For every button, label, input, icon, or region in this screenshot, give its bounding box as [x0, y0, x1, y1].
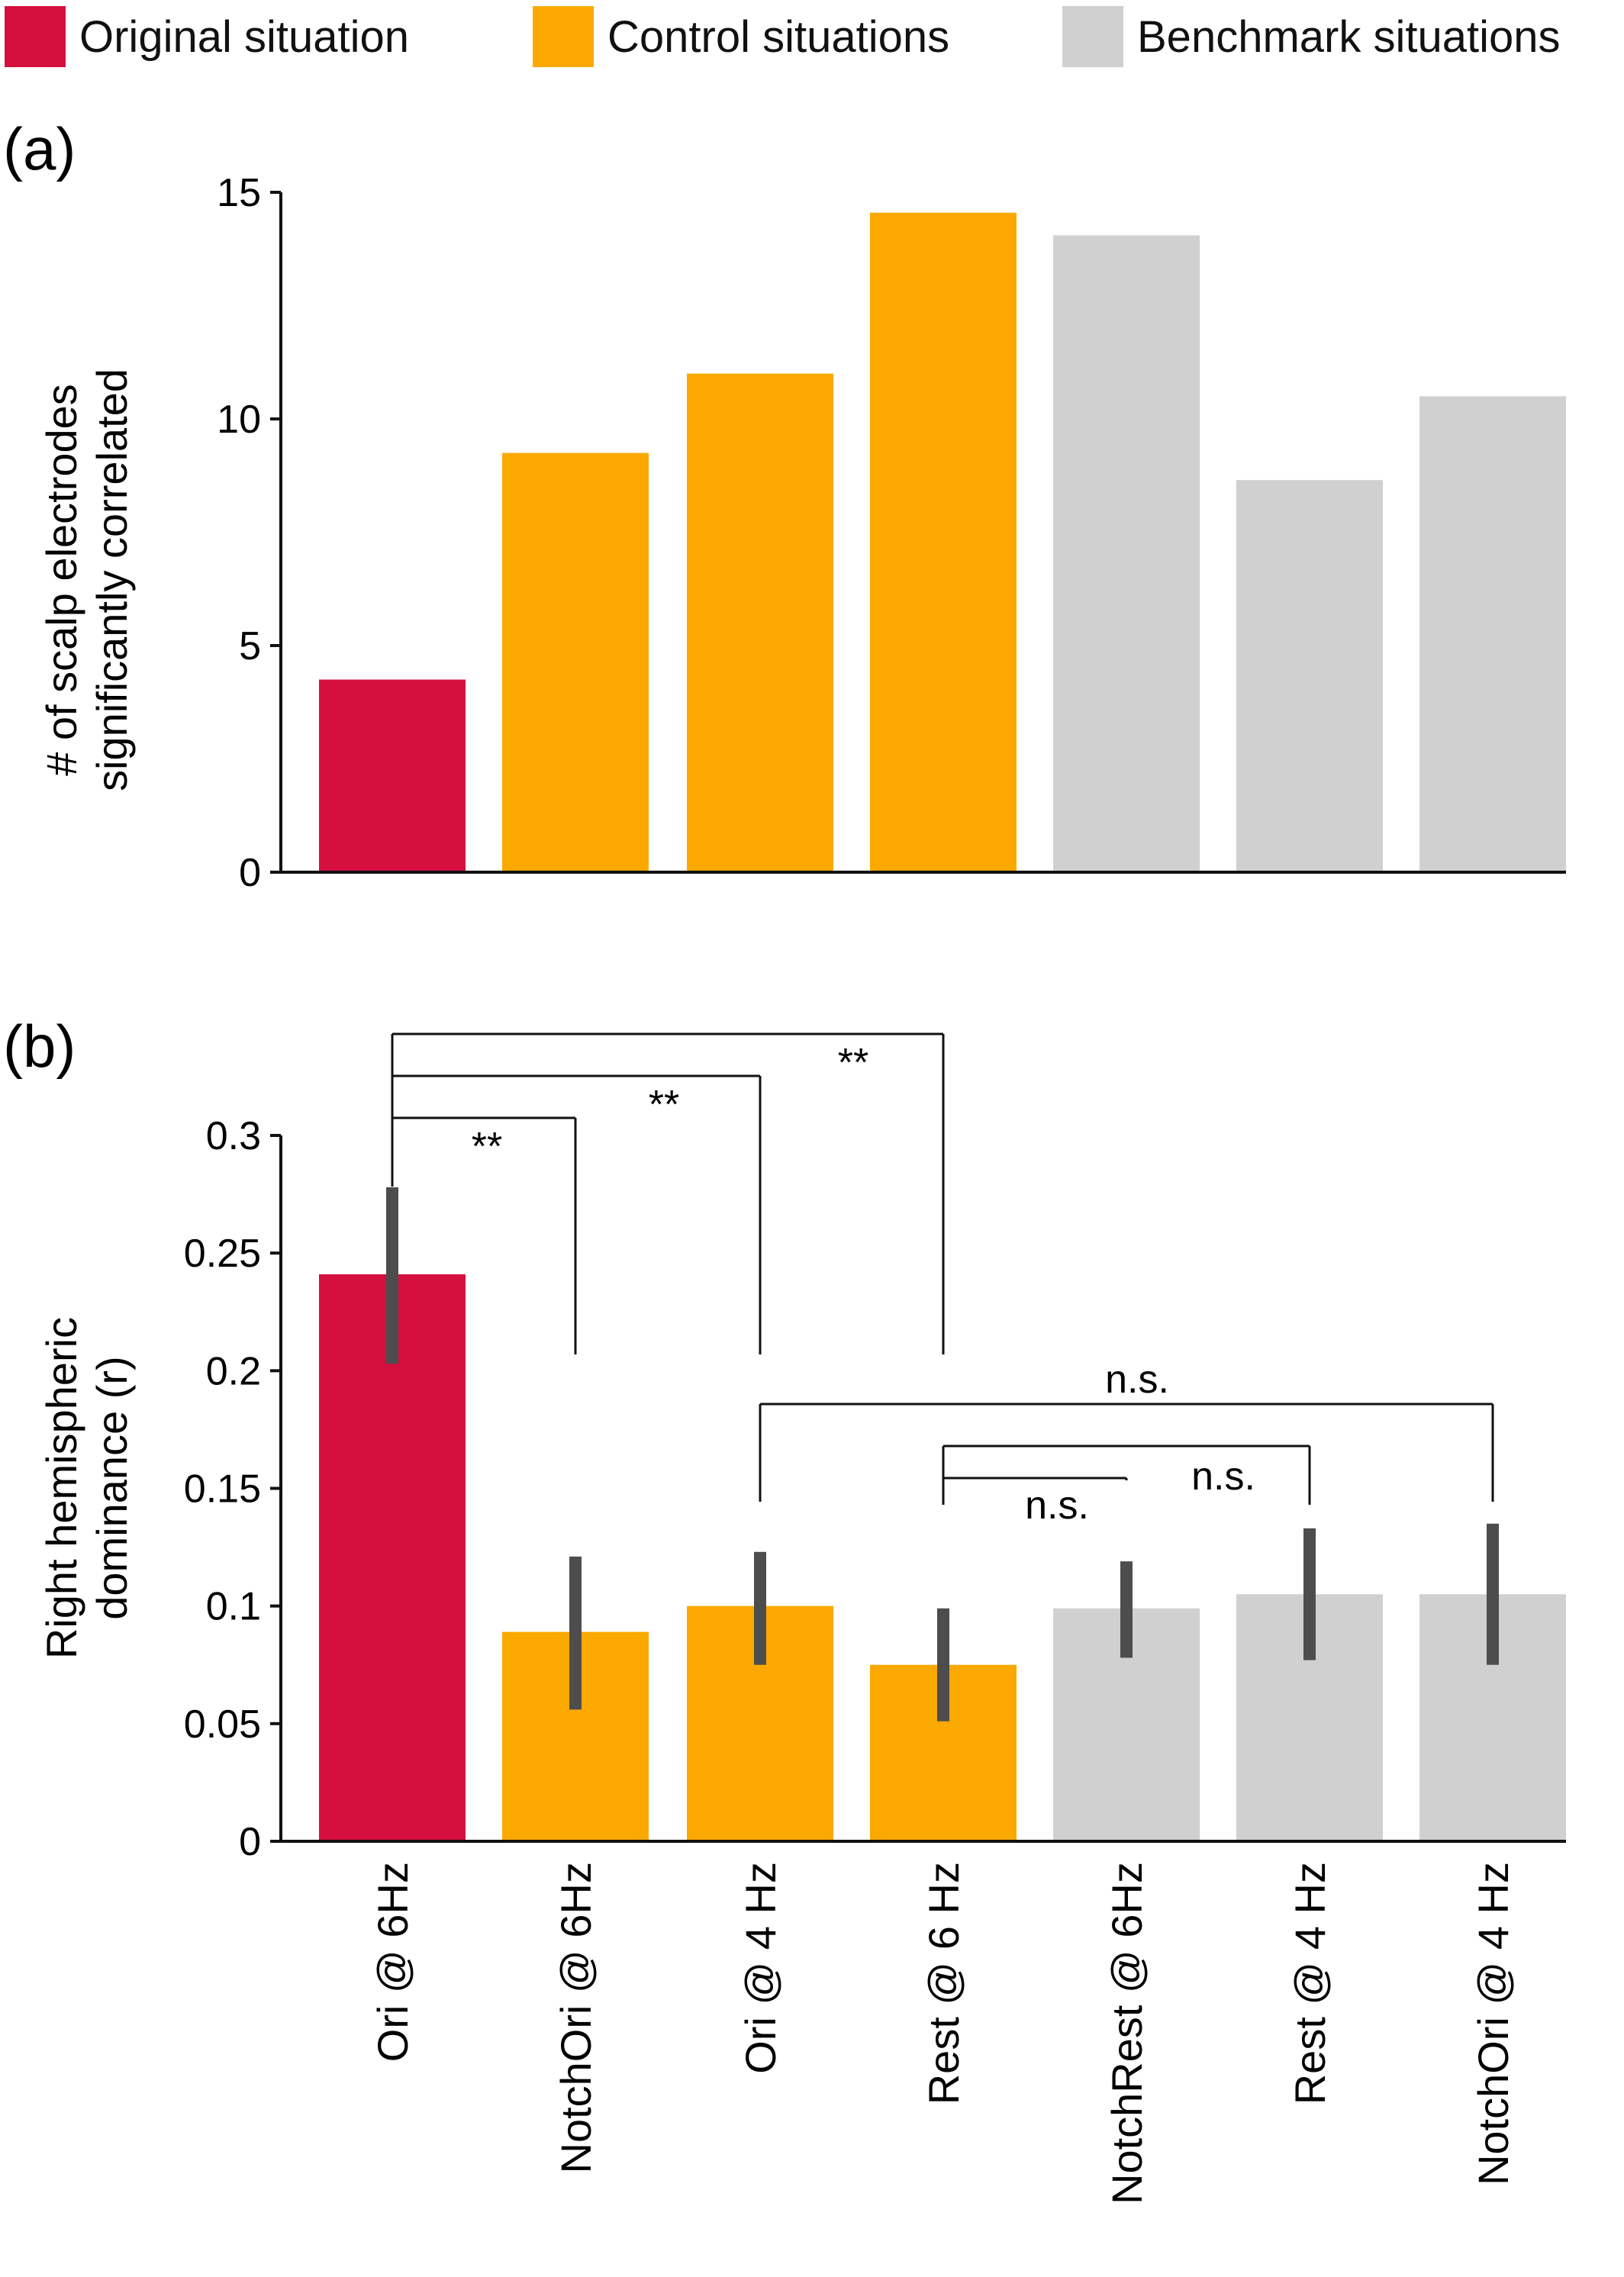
y-tick-label: 0.15 — [184, 1467, 261, 1512]
y-tick-label: 0.1 — [206, 1585, 261, 1629]
sig-label: ** — [472, 1125, 502, 1169]
y-tick-label: 0 — [239, 851, 261, 895]
y-tick-label: 0.2 — [206, 1349, 261, 1393]
x-tick-label: Ori @ 4 Hz — [736, 1862, 785, 2074]
bar — [687, 373, 833, 873]
legend-item-benchmark: Benchmark situations — [1062, 6, 1560, 67]
y-tick-label: 0.05 — [184, 1702, 261, 1747]
sig-label: n.s. — [1191, 1454, 1255, 1499]
panel-label: (a) — [3, 115, 76, 182]
y-axis-label-line: # of scalp electrodes — [37, 384, 85, 776]
sig-label: ** — [649, 1083, 679, 1127]
legend-item-original: Original situation — [5, 6, 409, 67]
x-tick-label: NotchOri @ 6Hz — [552, 1862, 600, 2174]
y-axis-label-line: significantly correlated — [88, 369, 136, 791]
legend-label-benchmark: Benchmark situations — [1137, 11, 1561, 62]
bar — [1419, 396, 1566, 872]
y-tick-label: 10 — [217, 398, 261, 442]
y-tick-label: 15 — [217, 171, 261, 215]
legend-item-control: Control situations — [533, 6, 949, 67]
y-axis-label-line: Right hemispheric — [37, 1317, 85, 1659]
y-tick-label: 0 — [239, 1820, 261, 1864]
bar — [319, 679, 466, 872]
y-tick-label: 5 — [239, 624, 261, 668]
legend-label-control: Control situations — [607, 11, 950, 62]
x-tick-label: Ori @ 6Hz — [369, 1862, 417, 2062]
y-tick-label: 0.25 — [184, 1232, 261, 1276]
sig-label: ** — [838, 1041, 868, 1085]
bar — [502, 453, 649, 872]
y-axis-label: # of scalp electrodessignificantly corre… — [37, 369, 136, 791]
panel-label: (b) — [3, 1013, 76, 1080]
x-tick-label: Rest @ 4 Hz — [1286, 1862, 1334, 2105]
bar — [1053, 235, 1200, 872]
legend-swatch-original — [5, 6, 66, 67]
x-tick-label: Rest @ 6 Hz — [920, 1862, 968, 2105]
x-tick-label: NotchOri @ 4 Hz — [1469, 1862, 1517, 2185]
bar — [319, 1274, 466, 1841]
y-tick-label: 0.3 — [206, 1114, 261, 1158]
bar — [870, 212, 1017, 873]
legend-swatch-benchmark — [1062, 6, 1123, 67]
legend-swatch-control — [533, 6, 594, 67]
legend: Original situation Control situations Be… — [0, 0, 1624, 76]
x-tick-label: NotchRest @ 6Hz — [1103, 1862, 1151, 2205]
sig-label: n.s. — [1025, 1483, 1089, 1528]
panel-a: (a) 0 5 10 15 # of scalp electrodessignifican… — [3, 115, 1566, 895]
y-axis-label: Right hemisphericdominance (r) — [37, 1317, 136, 1659]
sig-label: n.s. — [1105, 1358, 1169, 1402]
legend-label-original: Original situation — [79, 11, 409, 62]
panel-b: (b) 0 0.05 0.1 0.15 0.2 0.25 0.3 Right hemispher… — [3, 1013, 1566, 2205]
bar — [1236, 480, 1383, 872]
y-axis-label-line: dominance (r) — [88, 1356, 136, 1619]
